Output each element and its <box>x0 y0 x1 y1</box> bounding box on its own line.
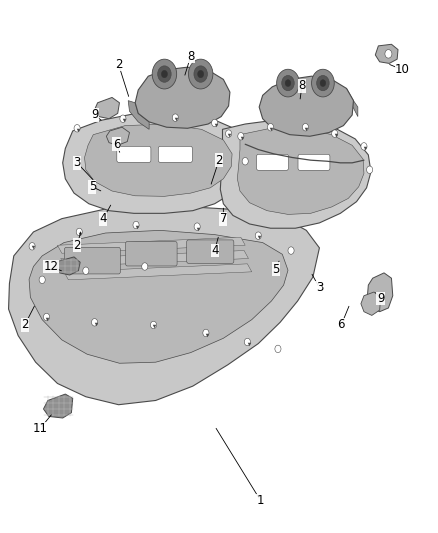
Text: 4: 4 <box>99 212 107 225</box>
Circle shape <box>29 243 35 250</box>
Text: 6: 6 <box>113 138 120 151</box>
FancyBboxPatch shape <box>117 147 151 163</box>
Text: 2: 2 <box>115 58 122 71</box>
Text: 11: 11 <box>32 422 47 435</box>
Circle shape <box>285 79 291 86</box>
Circle shape <box>361 143 367 150</box>
Circle shape <box>238 133 244 140</box>
Text: 6: 6 <box>338 319 345 332</box>
Text: 8: 8 <box>187 50 194 63</box>
Circle shape <box>120 115 126 123</box>
Circle shape <box>317 76 329 91</box>
Circle shape <box>255 232 261 239</box>
Circle shape <box>172 114 178 122</box>
Circle shape <box>74 125 80 132</box>
Circle shape <box>188 59 213 89</box>
Polygon shape <box>64 264 252 280</box>
Circle shape <box>83 267 89 274</box>
Circle shape <box>133 221 139 229</box>
FancyBboxPatch shape <box>158 147 192 163</box>
Polygon shape <box>85 124 232 196</box>
Circle shape <box>385 50 392 58</box>
Text: 3: 3 <box>316 281 323 294</box>
Circle shape <box>194 66 207 82</box>
Circle shape <box>39 276 45 284</box>
Circle shape <box>282 76 294 91</box>
Polygon shape <box>237 128 364 214</box>
Polygon shape <box>29 230 288 364</box>
FancyBboxPatch shape <box>298 155 330 170</box>
Circle shape <box>242 158 248 165</box>
Text: 3: 3 <box>74 156 81 169</box>
Polygon shape <box>128 101 149 130</box>
Polygon shape <box>61 251 248 266</box>
Circle shape <box>76 228 82 236</box>
Circle shape <box>92 319 98 326</box>
Circle shape <box>161 70 167 78</box>
Text: 8: 8 <box>298 79 306 92</box>
Polygon shape <box>367 273 393 312</box>
Polygon shape <box>9 205 319 405</box>
Circle shape <box>212 119 218 127</box>
Polygon shape <box>135 67 230 128</box>
Text: 5: 5 <box>89 180 96 193</box>
FancyBboxPatch shape <box>257 155 288 170</box>
Polygon shape <box>346 88 358 117</box>
Text: 1: 1 <box>257 494 264 507</box>
Text: 5: 5 <box>272 263 279 276</box>
Text: 9: 9 <box>91 109 98 122</box>
Polygon shape <box>57 237 245 253</box>
Text: 2: 2 <box>21 319 28 332</box>
Text: 12: 12 <box>43 260 58 273</box>
Polygon shape <box>361 292 381 316</box>
Text: 2: 2 <box>73 239 81 252</box>
Circle shape <box>142 263 148 270</box>
Circle shape <box>43 313 49 321</box>
FancyBboxPatch shape <box>64 247 120 274</box>
Circle shape <box>203 329 209 337</box>
Circle shape <box>288 247 294 254</box>
Polygon shape <box>43 394 73 418</box>
Text: 4: 4 <box>211 244 219 257</box>
FancyBboxPatch shape <box>126 241 177 266</box>
Circle shape <box>244 338 251 346</box>
Polygon shape <box>63 112 247 213</box>
Circle shape <box>268 124 274 131</box>
Text: 7: 7 <box>219 212 227 225</box>
Text: 9: 9 <box>377 292 384 305</box>
Polygon shape <box>106 127 130 146</box>
Polygon shape <box>375 44 398 63</box>
Circle shape <box>158 66 171 82</box>
Polygon shape <box>259 76 353 136</box>
Text: 2: 2 <box>215 154 223 167</box>
Polygon shape <box>95 98 120 119</box>
Circle shape <box>311 69 334 97</box>
Circle shape <box>277 69 299 97</box>
Circle shape <box>320 79 326 86</box>
Circle shape <box>332 130 338 138</box>
Circle shape <box>152 59 177 89</box>
Polygon shape <box>220 120 371 228</box>
Circle shape <box>226 130 232 138</box>
FancyBboxPatch shape <box>187 240 234 263</box>
Circle shape <box>275 345 281 353</box>
Circle shape <box>194 223 200 230</box>
Text: 10: 10 <box>395 63 410 76</box>
Circle shape <box>150 321 156 329</box>
Polygon shape <box>55 257 80 275</box>
Circle shape <box>198 70 204 78</box>
Circle shape <box>367 166 373 173</box>
Circle shape <box>302 124 308 131</box>
